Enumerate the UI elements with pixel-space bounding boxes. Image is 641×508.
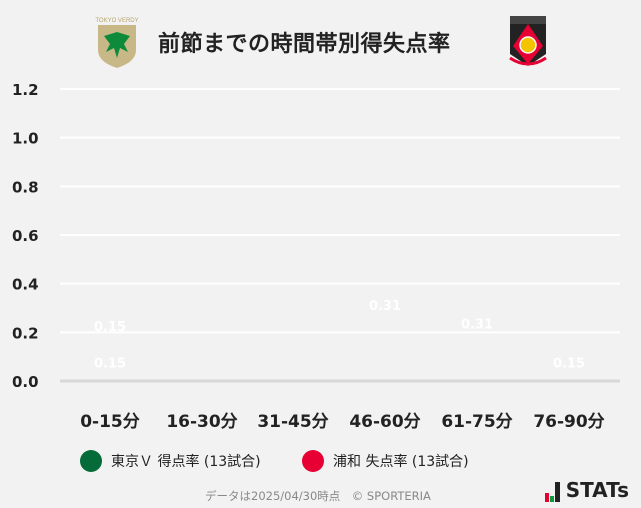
chart-title: 前節までの時間帯別得失点率 <box>158 32 451 57</box>
legend-swatch-red <box>302 450 324 472</box>
y-tick-label: 0.6 <box>12 227 39 245</box>
x-tick-label: 16-30分 <box>166 412 237 432</box>
y-tick-label: 0.4 <box>12 276 39 294</box>
legend-item-away: 浦和 失点率 (13試合) <box>302 450 469 472</box>
stats-logo-text: STATs <box>565 478 629 502</box>
data-label: 0.31 <box>461 318 493 333</box>
data-note: データは2025/04/30時点 © SPORTERIA <box>205 489 431 503</box>
x-tick-label: 61-75分 <box>441 412 512 432</box>
data-label: 0.15 <box>94 320 126 335</box>
data-label: 0.15 <box>553 357 585 372</box>
stats-logo: STATs <box>544 478 629 502</box>
x-tick-label: 46-60分 <box>349 412 420 432</box>
y-tick-label: 0.0 <box>12 373 39 391</box>
x-tick-label: 76-90分 <box>533 412 604 432</box>
legend-swatch-green <box>80 450 102 472</box>
legend-label: 東京Ｖ 得点率 (13試合) <box>111 454 261 470</box>
x-tick-label: 31-45分 <box>257 412 328 432</box>
data-label: 0.31 <box>369 299 401 314</box>
legend-label: 浦和 失点率 (13試合) <box>333 454 469 470</box>
x-tick-label: 0-15分 <box>80 412 140 432</box>
stats-bars-icon <box>544 482 560 502</box>
y-tick-label: 0.2 <box>12 324 39 342</box>
legend-item-home: 東京Ｖ 得点率 (13試合) <box>80 450 261 472</box>
y-tick-label: 1.0 <box>12 130 39 148</box>
y-tick-label: 1.2 <box>12 81 39 99</box>
y-tick-label: 0.8 <box>12 178 39 196</box>
bar-chart: 0.0 0.2 0.4 0.6 0.8 1.0 1.2 0.15 0.15 0-15分 16-30分… <box>12 81 620 432</box>
data-label: 0.15 <box>94 357 126 372</box>
